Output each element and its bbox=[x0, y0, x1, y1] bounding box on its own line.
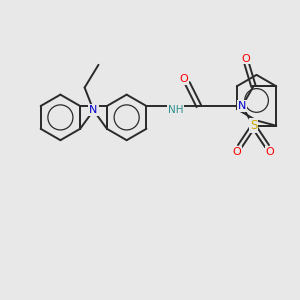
Text: O: O bbox=[241, 53, 250, 64]
Text: O: O bbox=[266, 147, 274, 157]
Text: N: N bbox=[238, 101, 246, 111]
Text: NH: NH bbox=[168, 105, 184, 115]
Text: O: O bbox=[179, 74, 188, 84]
Text: S: S bbox=[250, 119, 257, 132]
Text: N: N bbox=[89, 105, 98, 116]
Text: O: O bbox=[232, 147, 241, 157]
